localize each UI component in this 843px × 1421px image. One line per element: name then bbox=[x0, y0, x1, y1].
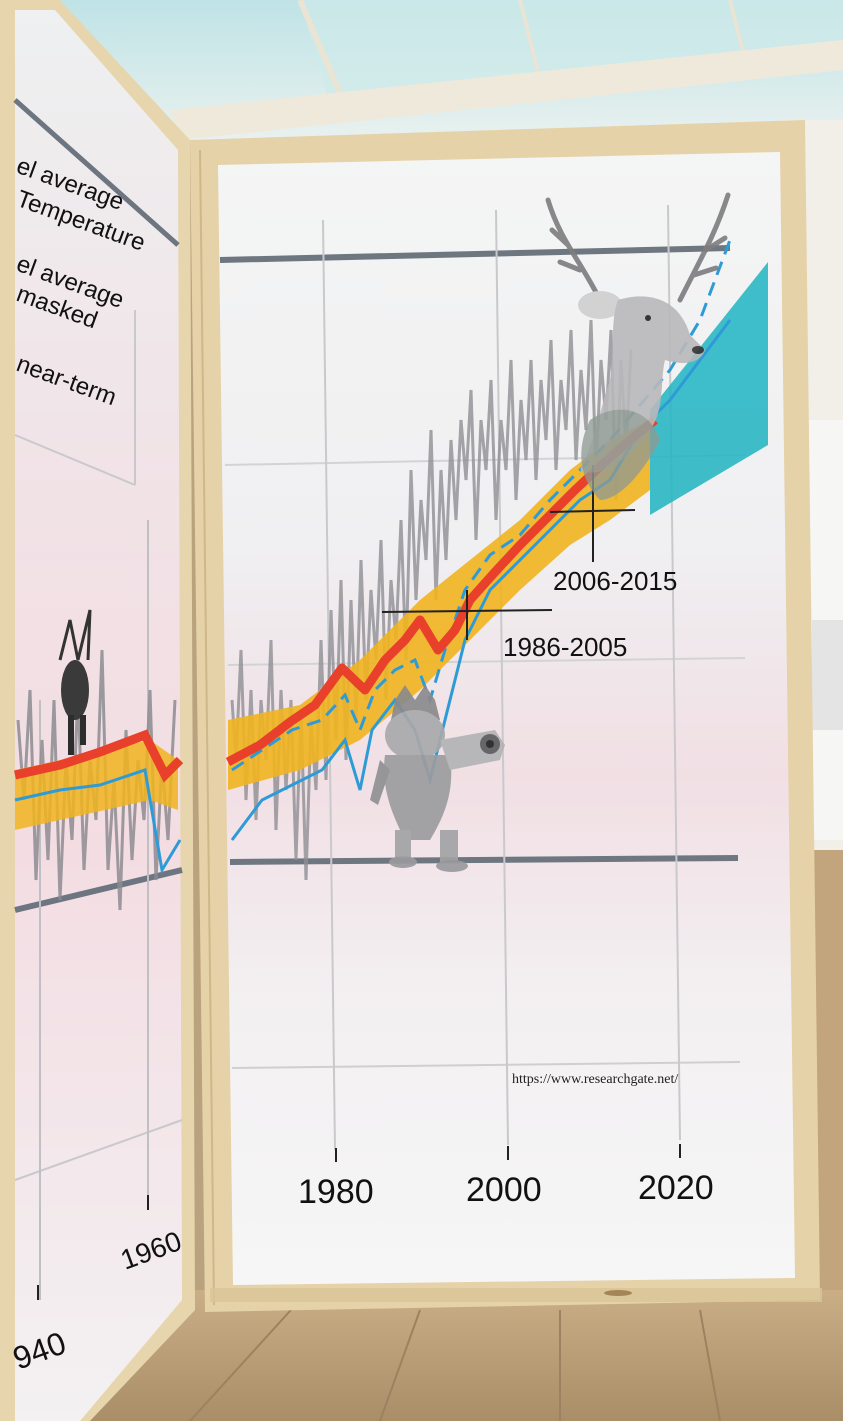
period-marker-1986-2005 bbox=[381, 590, 553, 640]
deer-figure-icon bbox=[58, 609, 92, 755]
observed-temperature-line bbox=[225, 416, 658, 766]
left-model-line bbox=[14, 768, 182, 875]
source-url: https://www.researchgate.net/ bbox=[512, 1072, 678, 1087]
upper-axis-line bbox=[219, 245, 731, 263]
year-label-1980: 1980 bbox=[298, 1173, 374, 1211]
uncertainty-band bbox=[228, 420, 650, 790]
hanging-shirt bbox=[812, 620, 843, 730]
monster-figure-icon bbox=[370, 685, 505, 872]
deer-head-icon bbox=[545, 192, 731, 500]
left-legend: el average Temperature el average masked… bbox=[13, 152, 149, 411]
year-label-2000: 2000 bbox=[466, 1171, 542, 1209]
projection-wedge bbox=[650, 262, 768, 515]
year-label-2020: 2020 bbox=[638, 1169, 714, 1207]
lower-axis-line bbox=[229, 855, 739, 865]
period-label-2006-2015: 2006-2015 bbox=[553, 566, 677, 596]
period-label-1986-2005: 1986-2005 bbox=[503, 632, 627, 662]
annual-variability-bars bbox=[230, 319, 633, 881]
left-observed-line bbox=[14, 729, 184, 783]
